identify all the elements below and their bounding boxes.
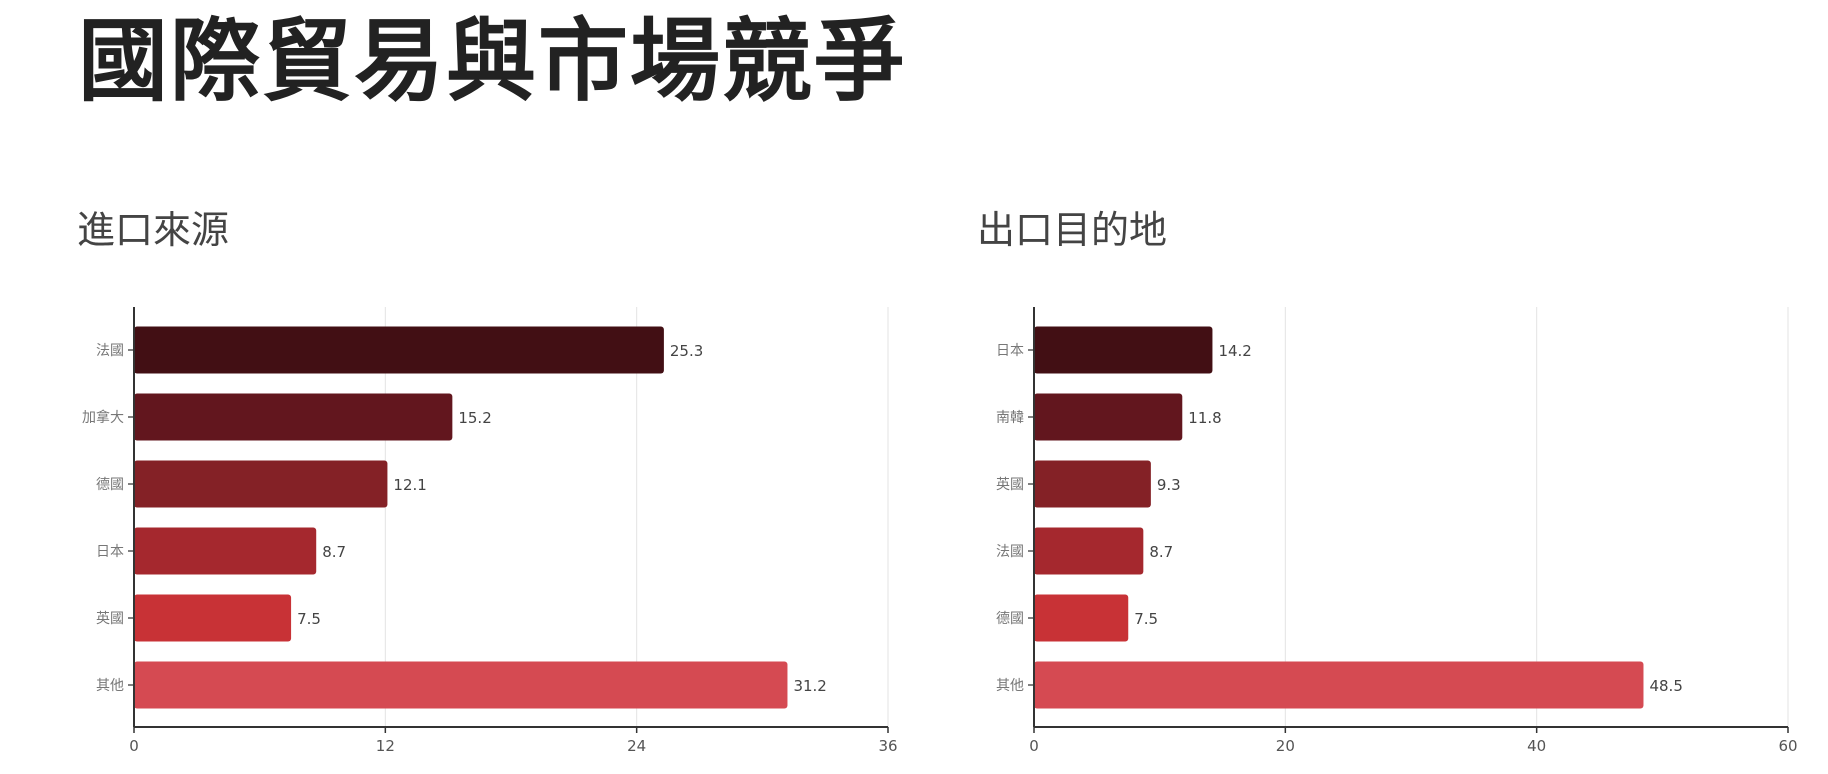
bar bbox=[134, 594, 292, 642]
bar bbox=[1034, 393, 1183, 441]
export-destinations-bar-chart: 日本 14.2 南韓 11.8 英國 9.3 法國 8.7 德國 7.5 其他 48.5 0 20 40 60 bbox=[996, 307, 1798, 755]
import-sources-panel: 進口來源 法國 25.3 加拿大 15.2 德國 12.1 日本 8.7 英國 7.5 其他 31.2… bbox=[0, 200, 898, 774]
bar bbox=[1034, 661, 1644, 709]
data-label: 15.2 bbox=[458, 409, 491, 427]
bar bbox=[1034, 460, 1151, 508]
data-label: 9.3 bbox=[1157, 476, 1181, 494]
category-label: 英國 bbox=[96, 610, 124, 627]
category-label: 德國 bbox=[96, 477, 124, 493]
category-label: 其他 bbox=[96, 678, 124, 694]
bar bbox=[134, 460, 388, 508]
import-sources-bar-chart: 法國 25.3 加拿大 15.2 德國 12.1 日本 8.7 英國 7.5 其他 31.2 0 12 24… bbox=[82, 307, 898, 755]
data-label: 8.7 bbox=[1149, 543, 1173, 561]
category-label: 德國 bbox=[996, 611, 1024, 627]
bar bbox=[134, 393, 453, 441]
bar bbox=[1034, 326, 1213, 374]
x-tick-label: 60 bbox=[1778, 737, 1797, 755]
data-label: 25.3 bbox=[670, 342, 703, 360]
category-label: 英國 bbox=[996, 476, 1024, 493]
data-label: 14.2 bbox=[1218, 342, 1251, 360]
category-label: 法國 bbox=[996, 544, 1024, 560]
data-label: 12.1 bbox=[393, 476, 426, 494]
x-tick-label: 0 bbox=[129, 737, 139, 755]
data-label: 7.5 bbox=[1134, 610, 1158, 628]
export-chart-title: 出口目的地 bbox=[977, 208, 1168, 252]
bar bbox=[134, 527, 317, 575]
bar bbox=[1034, 527, 1144, 575]
category-label: 南韓 bbox=[996, 410, 1024, 426]
category-label: 法國 bbox=[96, 343, 124, 359]
bar bbox=[134, 661, 788, 709]
category-label: 日本 bbox=[96, 544, 124, 560]
data-label: 8.7 bbox=[322, 543, 346, 561]
category-label: 日本 bbox=[996, 343, 1024, 359]
x-tick-label: 12 bbox=[376, 737, 395, 755]
x-tick-label: 0 bbox=[1029, 737, 1039, 755]
data-label: 11.8 bbox=[1188, 409, 1221, 427]
x-tick-label: 20 bbox=[1276, 737, 1295, 755]
export-destinations-panel: 出口目的地 日本 14.2 南韓 11.8 英國 9.3 法國 8.7 德國 7.5 其他 48.5 0… bbox=[900, 200, 1798, 774]
x-tick-label: 24 bbox=[627, 737, 646, 755]
category-label: 加拿大 bbox=[82, 409, 124, 426]
bar bbox=[134, 326, 664, 374]
data-label: 48.5 bbox=[1649, 677, 1682, 695]
category-label: 其他 bbox=[996, 678, 1024, 694]
import-chart-title: 進口來源 bbox=[77, 208, 230, 252]
x-tick-label: 36 bbox=[878, 737, 897, 755]
bar bbox=[1034, 594, 1129, 642]
x-tick-label: 40 bbox=[1527, 737, 1546, 755]
page-title: 國際貿易與市場競爭 bbox=[78, 9, 906, 114]
data-label: 31.2 bbox=[793, 677, 826, 695]
data-label: 7.5 bbox=[297, 610, 321, 628]
